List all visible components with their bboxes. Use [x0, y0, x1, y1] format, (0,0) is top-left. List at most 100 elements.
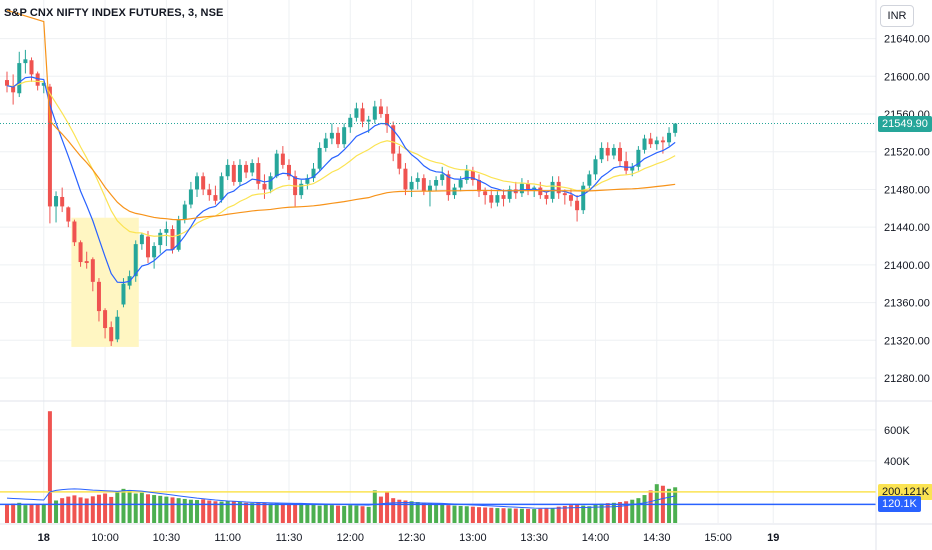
- volume-bar: [35, 504, 40, 523]
- candle-body: [403, 168, 408, 190]
- candle-body: [182, 204, 187, 220]
- volume-bar: [519, 508, 524, 523]
- volume-bar: [673, 487, 678, 523]
- volume-bar: [78, 497, 83, 523]
- volume-bar: [342, 505, 347, 523]
- candle-body: [581, 185, 586, 211]
- volume-bar: [274, 503, 279, 523]
- candle-body: [145, 236, 150, 258]
- volume-bar: [103, 493, 108, 523]
- candle-body: [575, 200, 580, 211]
- candle-body: [11, 86, 16, 93]
- candle-body: [440, 174, 445, 181]
- volume-bar: [477, 507, 482, 523]
- volume-bar: [483, 507, 488, 523]
- volume-bar: [139, 492, 144, 523]
- volume-bar: [532, 509, 537, 523]
- time-tick-label: 18: [38, 532, 50, 544]
- candle-body: [329, 132, 334, 139]
- candle-body: [630, 166, 635, 171]
- time-tick-label: 14:00: [582, 532, 610, 544]
- candle-body: [654, 140, 659, 145]
- volume-bar: [575, 504, 580, 523]
- volume-bar: [176, 498, 181, 523]
- volume-bar: [654, 484, 659, 523]
- candle-body: [60, 196, 65, 207]
- candle-body: [489, 195, 494, 203]
- time-tick-label: 11:30: [276, 532, 303, 544]
- volume-bar: [550, 508, 555, 523]
- volume-bar: [244, 502, 249, 523]
- candle-body: [72, 221, 77, 243]
- volume-bar: [630, 499, 635, 523]
- candle-body: [158, 232, 163, 246]
- volume-bar: [372, 490, 377, 523]
- volume-bar: [201, 499, 206, 523]
- candle-body: [299, 183, 304, 196]
- volume-bar: [587, 506, 592, 523]
- volume-bar: [470, 506, 475, 523]
- candle-body: [587, 174, 592, 186]
- volume-bar: [250, 503, 255, 523]
- volume-bar: [440, 504, 445, 523]
- candle-body: [47, 86, 52, 207]
- volume-bar: [415, 502, 420, 523]
- volume-bar: [29, 504, 34, 523]
- candle-body: [121, 283, 126, 305]
- price-tick-label: 21320.00: [884, 335, 930, 347]
- candle-body: [268, 176, 273, 190]
- time-tick-label: 14:30: [643, 532, 671, 544]
- price-tick-label: 21360.00: [884, 298, 930, 310]
- candle-body: [152, 246, 157, 258]
- volume-bar: [219, 501, 224, 523]
- price-tick-label: 21280.00: [884, 373, 930, 385]
- volume-bar: [72, 495, 77, 523]
- candle-body: [464, 170, 469, 181]
- volume-bar: [446, 505, 451, 523]
- volume-bar: [605, 503, 610, 523]
- volume-bar: [544, 508, 549, 523]
- volume-bar: [23, 505, 28, 523]
- ma-fast-line: [6, 76, 676, 284]
- volume-bar: [299, 503, 304, 523]
- candle-body: [201, 176, 206, 190]
- volume-ma-long-badge: 200.121K: [878, 483, 932, 500]
- candle-body: [648, 138, 653, 145]
- volume-bar: [501, 508, 506, 523]
- candle-body: [280, 153, 285, 165]
- volume-bar: [489, 507, 494, 523]
- volume-bar: [90, 496, 95, 523]
- volume-bar: [599, 503, 604, 523]
- candle-body: [660, 140, 665, 143]
- candle-body: [526, 183, 531, 190]
- candle-body: [225, 164, 230, 177]
- candle-body: [103, 310, 108, 329]
- ma-slow-line: [6, 80, 676, 238]
- candle-body: [605, 147, 610, 156]
- candle-body: [458, 180, 463, 188]
- candle-body: [237, 164, 242, 182]
- volume-bar: [421, 502, 426, 523]
- time-tick-label: 11:00: [214, 532, 241, 544]
- candle-body: [636, 149, 641, 167]
- volume-bar: [348, 505, 353, 523]
- candle-body: [624, 161, 629, 171]
- volume-bar: [378, 496, 383, 523]
- time-tick-label: 12:30: [398, 532, 426, 544]
- candle-body: [538, 187, 543, 196]
- volume-bar: [526, 508, 531, 523]
- candle-body: [415, 178, 420, 182]
- volume-bar: [636, 498, 641, 523]
- volume-bar: [145, 494, 150, 523]
- candle-body: [250, 163, 255, 173]
- currency-button[interactable]: INR: [880, 5, 914, 27]
- candle-body: [170, 229, 175, 250]
- candle-body: [41, 82, 46, 86]
- candle-body: [667, 132, 672, 143]
- volume-bar: [642, 495, 647, 523]
- time-tick-label: 10:00: [91, 532, 119, 544]
- candle-body: [470, 170, 475, 181]
- last-price-badge: 21549.90: [878, 115, 932, 132]
- volume-bar: [47, 411, 52, 523]
